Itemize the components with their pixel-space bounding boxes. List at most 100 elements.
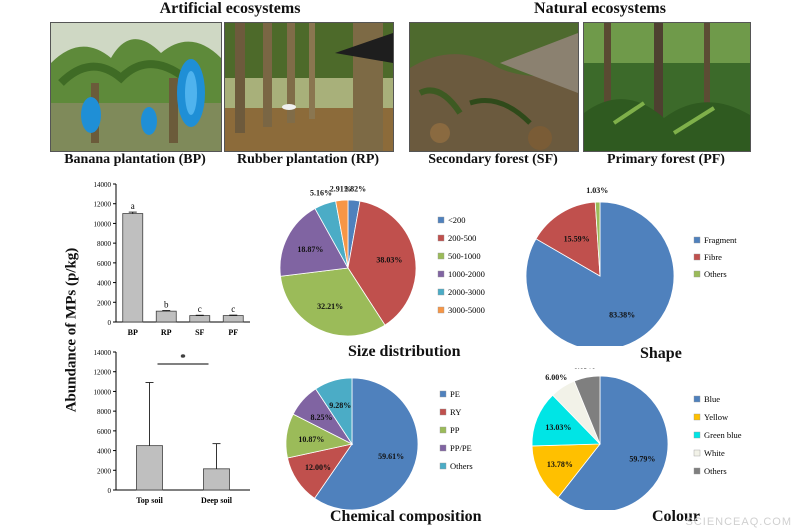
y-tick-label: 12000 [94,201,112,209]
y-tick-label: 6000 [97,260,112,268]
legend-swatch [437,216,445,224]
legend-label: PP [450,425,460,435]
legend-swatch [439,390,447,398]
y-tick-label: 10000 [94,220,112,228]
legend-label: PE [450,389,460,399]
size-distribution-title: Size distribution [348,343,461,360]
x-tick-label: RP [161,328,172,337]
pie-slice [335,199,349,269]
bar [189,315,211,323]
pie-slice [280,267,386,337]
bar [136,445,163,491]
soil-depth-bar-chart: 0 2000 4000 6000 8000 10000 12000 14000 Top soil… [94,349,250,505]
legend-label: 200-500 [448,233,476,243]
y-tick-label: 0 [108,319,112,327]
pie-slice [531,394,601,447]
pie-slice [313,377,419,510]
pie-slice [573,375,601,445]
data-label: 13.78% [547,460,573,469]
y-tick-label: 4000 [97,448,112,456]
legend-label: 1000-2000 [448,269,485,279]
legend-label: <200 [448,215,466,225]
ecosystem-bar-chart: 0 2000 4000 6000 8000 10000 12000 14000 a BP b RP c S… [94,181,250,337]
significance-letter: c [231,304,235,314]
legend-swatch [437,270,445,278]
legend-swatch [437,252,445,260]
y-tick-label: 8000 [97,408,112,416]
data-label: 12.00% [305,463,331,472]
y-tick-label: 14000 [94,181,112,189]
data-label: 8.25% [310,413,332,422]
legend-label: Others [704,466,727,476]
pie-slice [525,201,675,346]
bar [222,315,244,323]
photo-caption: Banana plantation (BP) [64,152,206,167]
legend-swatch [439,408,447,416]
data-label: 32.21% [317,302,343,311]
data-label: 18.87% [297,245,323,254]
data-label: 6.00% [545,373,567,382]
y-tick-label: 0 [108,487,112,495]
legend-label: 500-1000 [448,251,481,261]
y-tick-label: 14000 [94,349,112,357]
legend-swatch [437,288,445,296]
legend-swatch [437,234,445,242]
shape-pie-chart: 83.38% 15.59% 1.03% Fragment Fibre Others [525,186,737,346]
legend-label: Green blue [704,430,742,440]
legend-swatch [693,413,701,421]
natural-ecosystems-header: Natural ecosystems [534,0,666,17]
x-tick-label: SF [195,328,204,337]
data-label: 9.28% [329,401,351,410]
legend-swatch [439,426,447,434]
pie-slice [594,201,601,277]
y-tick-label: 4000 [97,280,112,288]
pie-slice [557,375,669,510]
colour-title: Colour [652,508,700,525]
pie-slice [279,208,349,277]
secondary-forest-photo [409,22,579,152]
artificial-ecosystems-header: Artificial ecosystems [159,0,301,17]
legend-label: RY [450,407,461,417]
y-tick-label: 10000 [94,388,112,396]
legend-label: PP/PE [450,443,472,453]
data-label: 59.61% [378,452,404,461]
watermark: SCIENCEAQ.COM [685,516,792,528]
bar [155,310,177,323]
bar [203,468,230,491]
pie-slice [531,443,601,499]
rubber-plantation-photo [224,22,394,152]
data-label: 2.91% [330,184,352,193]
y-axis-label: Abundance of MPs (p/kg) [63,247,80,413]
data-label: 38.03% [376,256,402,265]
banana-plantation-photo [50,22,222,152]
legend-swatch [693,270,701,278]
legend-swatch [693,467,701,475]
significance-letter: b [164,300,169,310]
legend-label: Yellow [704,412,729,422]
legend-swatch [693,236,701,244]
significance-letter: a [131,201,135,211]
legend-swatch [437,306,445,314]
y-tick-label: 12000 [94,369,112,377]
shape-title: Shape [640,345,682,362]
size-distribution-pie-chart: 2.82% 38.03% 32.21% 18.87% 5.16%2.91% <200 200… [279,184,485,337]
photo-caption: Secondary forest (SF) [428,152,558,167]
legend-swatch [693,395,701,403]
legend-label: 3000-5000 [448,305,485,315]
legend-label: 2000-3000 [448,287,485,297]
legend-swatch [439,462,447,470]
data-label: 83.38% [609,310,635,319]
data-label: 2.82% [344,184,366,193]
data-label: 1.03% [586,186,608,195]
data-label: 6.09% [574,368,596,370]
x-tick-label: Deep soil [201,496,233,505]
legend-label: Blue [704,394,720,404]
significance-letter: c [198,304,202,314]
y-tick-label: 2000 [97,467,112,475]
data-label: 15.59% [564,234,590,243]
data-label: 13.03% [545,423,571,432]
y-tick-label: 8000 [97,240,112,248]
primary-forest-photo [583,22,751,152]
legend-swatch [693,431,701,439]
x-tick-label: PF [228,328,238,337]
